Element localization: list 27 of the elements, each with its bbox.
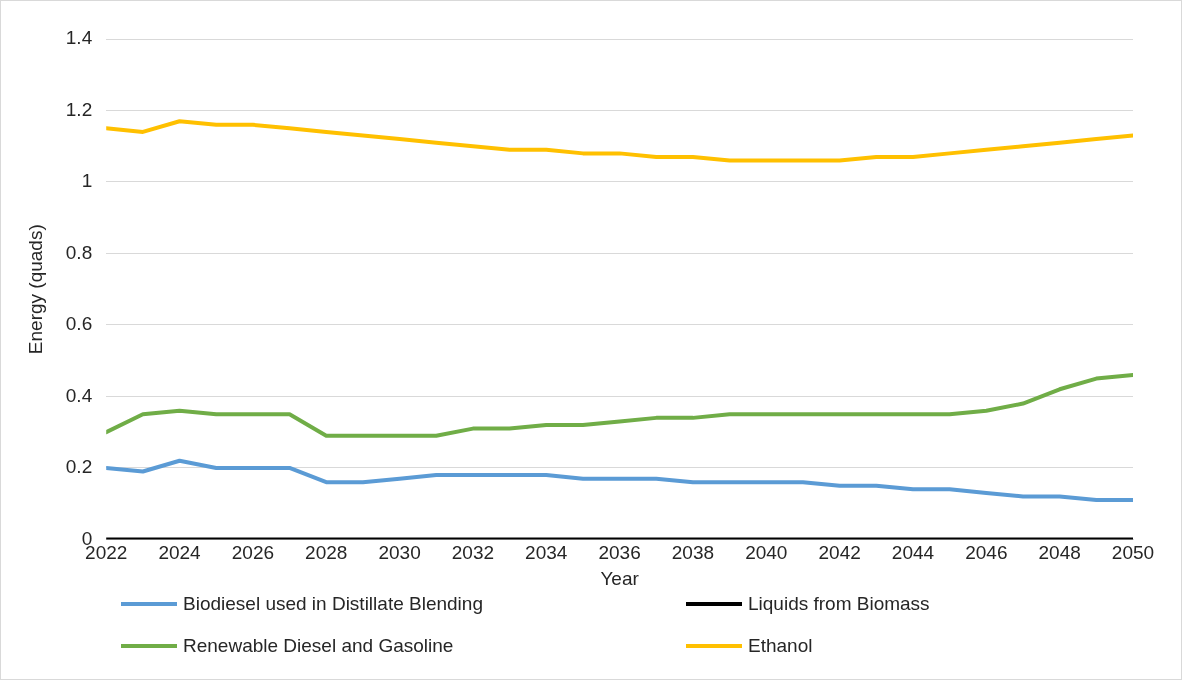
y-axis-title: Energy (quads) — [24, 224, 46, 355]
y-tick-label: 0.2 — [65, 456, 93, 478]
y-tick-label: 1 — [81, 170, 93, 192]
legend-label: Ethanol — [748, 635, 813, 657]
y-tick-label: 0.4 — [65, 384, 93, 406]
x-tick-label: 2046 — [965, 542, 1008, 564]
x-tick-label: 2038 — [671, 542, 715, 564]
x-tick-label: 2032 — [451, 542, 495, 564]
y-tick-label: 1.4 — [65, 27, 93, 49]
x-tick-label: 2050 — [1111, 542, 1155, 564]
y-tick-label: 0.6 — [65, 313, 93, 335]
legend-label: Liquids from Biomass — [748, 593, 930, 615]
y-tick-label: 0.8 — [65, 241, 93, 263]
x-tick-label: 2048 — [1038, 542, 1081, 564]
legend-label: Renewable Diesel and Gasoline — [183, 635, 454, 657]
x-tick-label: 2040 — [745, 542, 788, 564]
y-tick-label: 1.2 — [65, 98, 93, 120]
x-tick-label: 2026 — [231, 542, 275, 564]
x-axis-title: Year — [600, 567, 640, 589]
x-tick-label: 2036 — [598, 542, 641, 564]
x-tick-label: 2024 — [158, 542, 202, 564]
x-tick-label: 2042 — [818, 542, 861, 564]
x-tick-label: 2044 — [891, 542, 935, 564]
x-tick-label: 2030 — [378, 542, 421, 564]
legend-label: Biodiesel used in Distillate Blending — [183, 593, 483, 615]
x-tick-label: 2028 — [305, 542, 348, 564]
x-tick-label: 2034 — [525, 542, 568, 564]
